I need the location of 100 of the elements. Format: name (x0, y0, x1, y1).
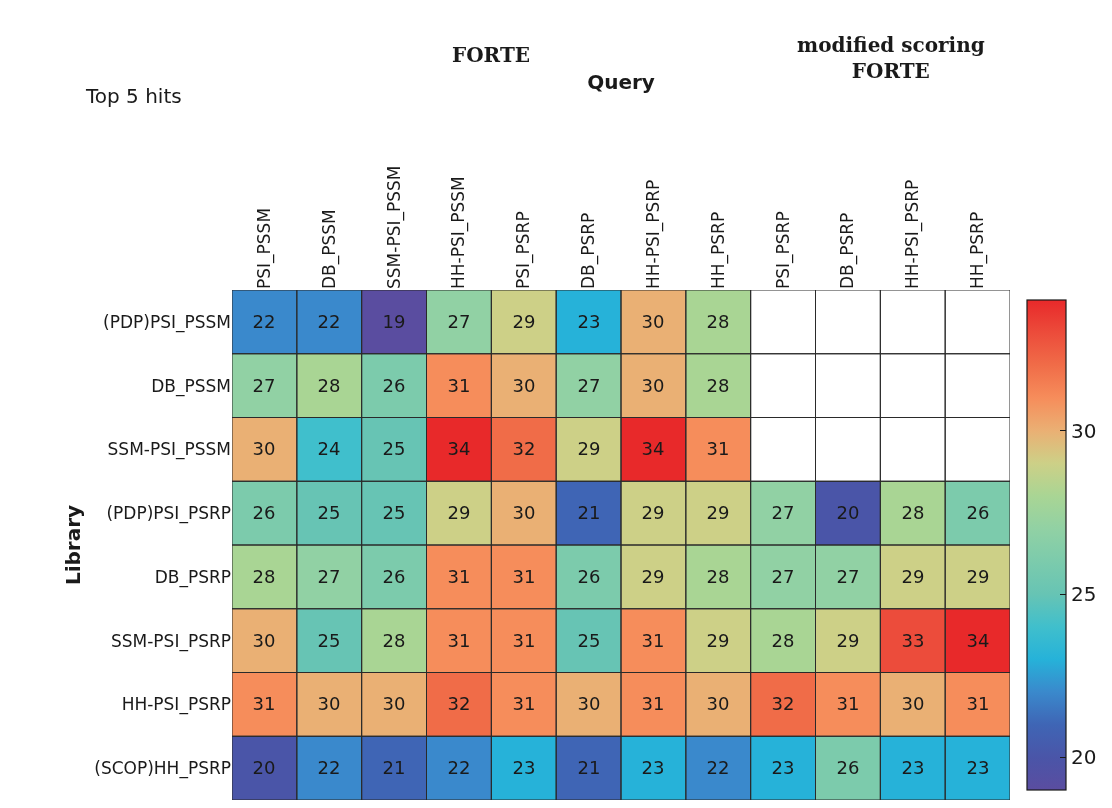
data-label: 20 (836, 502, 860, 524)
data-label: 29 (641, 502, 665, 524)
data-label: 29 (836, 630, 860, 652)
data-label: 27 (771, 566, 795, 588)
x-tick-label: HH_PSRP (707, 211, 729, 289)
data-label: 32 (447, 693, 471, 715)
color-bar-label: 25 (1071, 582, 1097, 606)
data-label: 29 (512, 311, 536, 333)
data-label: 31 (641, 693, 665, 715)
data-label: 30 (317, 693, 341, 715)
data-label: 30 (252, 630, 276, 652)
data-label: 29 (706, 502, 730, 524)
data-label: 31 (447, 375, 471, 397)
data-label: 29 (641, 566, 665, 588)
text: modified scoring FORTE (797, 33, 985, 83)
data-label: 31 (512, 630, 536, 652)
data-label: 30 (382, 693, 406, 715)
data-label: 28 (706, 375, 730, 397)
data-label: 29 (901, 566, 925, 588)
data-label: 22 (252, 311, 276, 333)
data-label: 23 (512, 757, 536, 779)
data-label: 30 (901, 693, 925, 715)
data-label: 22 (706, 757, 730, 779)
data-label: 26 (836, 757, 860, 779)
data-label: 26 (382, 375, 406, 397)
y-axis-title: Library (60, 504, 85, 586)
y-tick-label: (PDP)PSI_PSSM (103, 311, 231, 333)
x-tick-label: HH-PSI_PSRP (902, 179, 924, 289)
data-label: 26 (252, 502, 276, 524)
data-label: 31 (706, 438, 730, 460)
data-label: 23 (966, 757, 990, 779)
x-tick-label: DB_PSRP (837, 212, 859, 289)
data-label: 34 (641, 438, 665, 460)
data-label: 31 (512, 566, 536, 588)
data-label: 30 (641, 375, 665, 397)
y-tick-label: SSM-PSI_PSRP (110, 630, 231, 652)
data-label: 25 (317, 630, 341, 652)
y-tick-label: (PDP)PSI_PSRP (106, 503, 231, 525)
data-label: 28 (706, 566, 730, 588)
data-label: 25 (577, 630, 601, 652)
data-label: 27 (317, 566, 341, 588)
x-tick-label: DB_PSRP (578, 212, 600, 289)
data-label: 26 (577, 566, 601, 588)
data-label: 29 (577, 438, 601, 460)
data-label: 25 (317, 502, 341, 524)
data-label: 30 (512, 502, 536, 524)
x-tick-label: PSI_PSRP (772, 211, 794, 289)
color-bar-label: 20 (1071, 745, 1097, 770)
data-label: 22 (317, 757, 341, 779)
data-label: 25 (382, 502, 406, 524)
data-label: 28 (901, 502, 925, 524)
data-label: 23 (901, 757, 925, 779)
x-axis-title: Query (587, 70, 655, 95)
data-label: 31 (252, 693, 276, 715)
data-label: 23 (577, 311, 601, 333)
data-label: 20 (252, 757, 276, 779)
data-label: 31 (641, 630, 665, 652)
chart-title: Top 5 hits (85, 84, 182, 108)
data-label: 21 (382, 757, 406, 779)
data-label: 30 (577, 693, 601, 715)
x-tick-label: PSI_PSSM (253, 207, 275, 289)
data-label: 23 (641, 757, 665, 779)
data-label: 30 (512, 375, 536, 397)
data-label: 29 (966, 566, 990, 588)
data-label: 31 (512, 693, 536, 715)
x-tick-label: SSM-PSI_PSSM (383, 165, 405, 289)
data-label: 28 (382, 630, 406, 652)
data-label: 33 (901, 630, 925, 652)
data-label: 28 (317, 375, 341, 397)
data-label: 21 (577, 757, 601, 779)
data-label: 23 (771, 757, 795, 779)
data-label: 34 (447, 438, 471, 460)
data-label: 31 (447, 630, 471, 652)
data-label: 22 (447, 757, 471, 779)
color-bar-label: 30 (1071, 418, 1097, 443)
data-label: 27 (252, 375, 276, 397)
data-label: 22 (317, 311, 341, 333)
data-label: 28 (706, 311, 730, 333)
data-label: 21 (577, 502, 601, 524)
x-tick-label: HH-PSI_PSSM (448, 176, 470, 289)
data-label: 27 (447, 311, 471, 333)
text: FORTE (452, 43, 531, 67)
x-tick-label: DB_PSSM (318, 209, 340, 289)
x-tick-label: HH_PSRP (967, 211, 989, 289)
data-label: 24 (317, 438, 341, 460)
data-label: 29 (706, 630, 730, 652)
data-label: 31 (966, 693, 990, 715)
y-tick-label: SSM-PSI_PSSM (107, 439, 231, 461)
x-tick-label: HH-PSI_PSRP (642, 179, 664, 289)
data-label: 34 (966, 630, 990, 652)
y-tick-label: DB_PSRP (154, 566, 231, 588)
data-label: 19 (382, 311, 406, 333)
data-label: 29 (447, 502, 471, 524)
data-label: 27 (836, 566, 860, 588)
data-label: 30 (706, 693, 730, 715)
x-tick-label: PSI_PSRP (513, 211, 535, 289)
data-label: 27 (577, 375, 601, 397)
data-label: 25 (382, 438, 406, 460)
data-label: 26 (382, 566, 406, 588)
data-label: 32 (512, 438, 536, 460)
